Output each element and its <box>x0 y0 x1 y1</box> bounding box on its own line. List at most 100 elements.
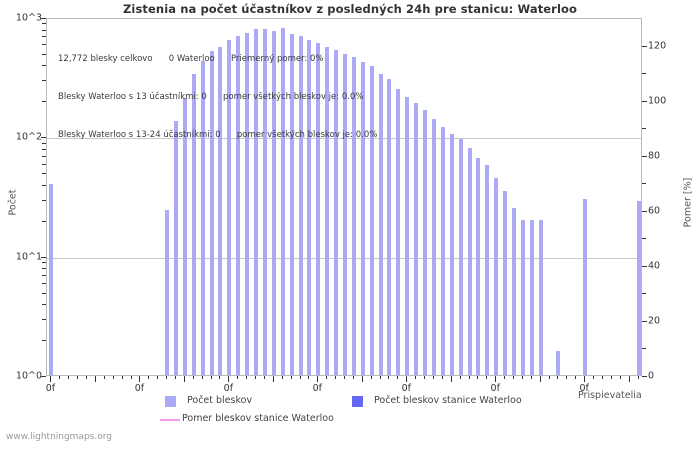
legend-swatch-pocet-bleskov <box>165 396 176 407</box>
bar <box>227 40 232 375</box>
bar <box>405 96 410 375</box>
bar <box>503 190 508 375</box>
y-axis-right-minor-tick <box>642 348 646 350</box>
x-axis-major-tick <box>139 376 141 382</box>
x-axis-minor-tick <box>486 376 488 379</box>
x-axis-minor-tick <box>521 376 523 379</box>
bar <box>280 27 285 375</box>
y-axis-right-tick-label: 100 <box>648 95 667 107</box>
y-axis-left-minor-tick <box>42 275 46 277</box>
legend-swatch-pocet-bleskov-stanice <box>352 396 363 407</box>
bar <box>307 40 312 375</box>
x-axis-minor-tick <box>424 376 426 379</box>
y-axis-right-minor-tick <box>642 128 646 130</box>
bar <box>520 219 525 375</box>
y-axis-left-minor-tick <box>42 101 46 103</box>
y-axis-right-minor-tick <box>642 183 646 185</box>
y-axis-right-labels: 0 20 40 60 80 100 120 <box>648 0 688 450</box>
x-axis-minor-tick <box>166 376 168 379</box>
x-axis-minor-tick <box>575 376 577 379</box>
bar <box>298 36 303 375</box>
x-axis-minor-tick <box>432 376 434 379</box>
bar <box>538 219 543 375</box>
x-axis-minor-tick <box>388 376 390 379</box>
x-axis-minor-tick <box>77 376 79 379</box>
y-axis-left-labels: 10^0 10^1 10^2 10^3 <box>0 0 42 450</box>
y-axis-left-minor-tick <box>42 304 46 306</box>
bar <box>49 183 54 375</box>
y-axis-left-minor-tick <box>42 148 46 150</box>
x-axis-tick-label: 0f <box>312 383 323 394</box>
x-axis-minor-tick <box>210 376 212 379</box>
x-axis-minor-tick <box>370 376 372 379</box>
x-axis-minor-tick <box>344 376 345 379</box>
bar <box>165 210 170 375</box>
bar <box>245 33 250 375</box>
y-axis-right-minor-tick <box>642 293 646 295</box>
bar <box>236 35 241 375</box>
bar <box>360 61 365 375</box>
bar <box>583 198 588 375</box>
x-axis-minor-tick <box>157 376 159 379</box>
x-axis-tick-label: 0f <box>401 383 411 394</box>
y-axis-left-tick <box>41 376 46 377</box>
x-axis-minor-tick <box>290 376 292 379</box>
x-axis-major-tick <box>361 376 363 382</box>
y-axis-left-minor-tick <box>42 23 46 25</box>
x-axis-minor-tick <box>112 376 114 379</box>
bar <box>529 219 534 375</box>
bar <box>440 126 445 375</box>
bar <box>423 110 428 375</box>
x-axis-minor-tick <box>335 376 337 379</box>
bar <box>289 34 294 375</box>
bar <box>636 200 641 375</box>
y-axis-right-tick-label: 60 <box>648 205 661 217</box>
x-axis-minor-tick <box>441 376 443 379</box>
bar <box>378 74 383 375</box>
bar <box>343 53 347 375</box>
x-axis-tick-label: 0f <box>134 383 145 394</box>
bar <box>200 60 205 375</box>
chart-title: Zistenia na počet účastníkov z poslednýc… <box>122 2 577 16</box>
x-axis-major-tick <box>406 376 408 382</box>
y-axis-right-tick-label: 40 <box>648 260 661 272</box>
x-axis-tick-label: 0f <box>490 383 500 394</box>
y-axis-right-tick-label: 0 <box>648 370 655 382</box>
x-axis-minor-tick <box>308 376 310 379</box>
bar <box>351 57 356 375</box>
y-axis-left-minor-tick <box>42 155 46 157</box>
bar <box>191 74 196 375</box>
x-axis-major-tick <box>628 376 630 382</box>
x-axis-minor-tick <box>299 376 301 379</box>
y-axis-right-tick <box>642 45 647 47</box>
bar <box>254 29 259 375</box>
y-axis-left-minor-tick <box>42 29 46 31</box>
x-axis-major-tick <box>272 376 274 382</box>
x-axis-minor-tick <box>637 376 639 379</box>
legend-label-pomer-bleskov-stanice: Pomer bleskov stanice Waterloo <box>182 413 334 424</box>
x-axis-minor-tick <box>557 376 559 379</box>
x-axis-minor-tick <box>566 376 568 379</box>
x-axis-minor-tick <box>219 376 221 379</box>
x-axis-minor-tick <box>201 376 203 379</box>
bar <box>458 139 463 375</box>
y-axis-right-tick-label: 20 <box>648 315 661 327</box>
y-axis-left-tick-label: 10^3 <box>15 12 42 24</box>
bar <box>209 50 214 375</box>
y-axis-left-tick-label: 10^2 <box>15 131 42 143</box>
y-axis-right-tick <box>642 210 647 212</box>
bar <box>271 31 276 375</box>
y-axis-left-minor-tick <box>42 36 46 38</box>
bar <box>396 88 401 375</box>
bar <box>556 350 561 375</box>
x-axis-major-tick <box>228 376 230 382</box>
x-axis-minor-tick <box>468 376 470 379</box>
y-axis-right-tick-label: 80 <box>648 150 661 162</box>
bar <box>334 49 339 375</box>
y-axis-right-tick <box>642 376 647 377</box>
y-axis-left-minor-tick <box>42 292 46 294</box>
bar <box>262 28 267 375</box>
legend-label-pocet-bleskov: Počet bleskov <box>187 395 253 406</box>
y-axis-left-minor-tick <box>42 283 46 285</box>
plot-area <box>46 18 642 376</box>
